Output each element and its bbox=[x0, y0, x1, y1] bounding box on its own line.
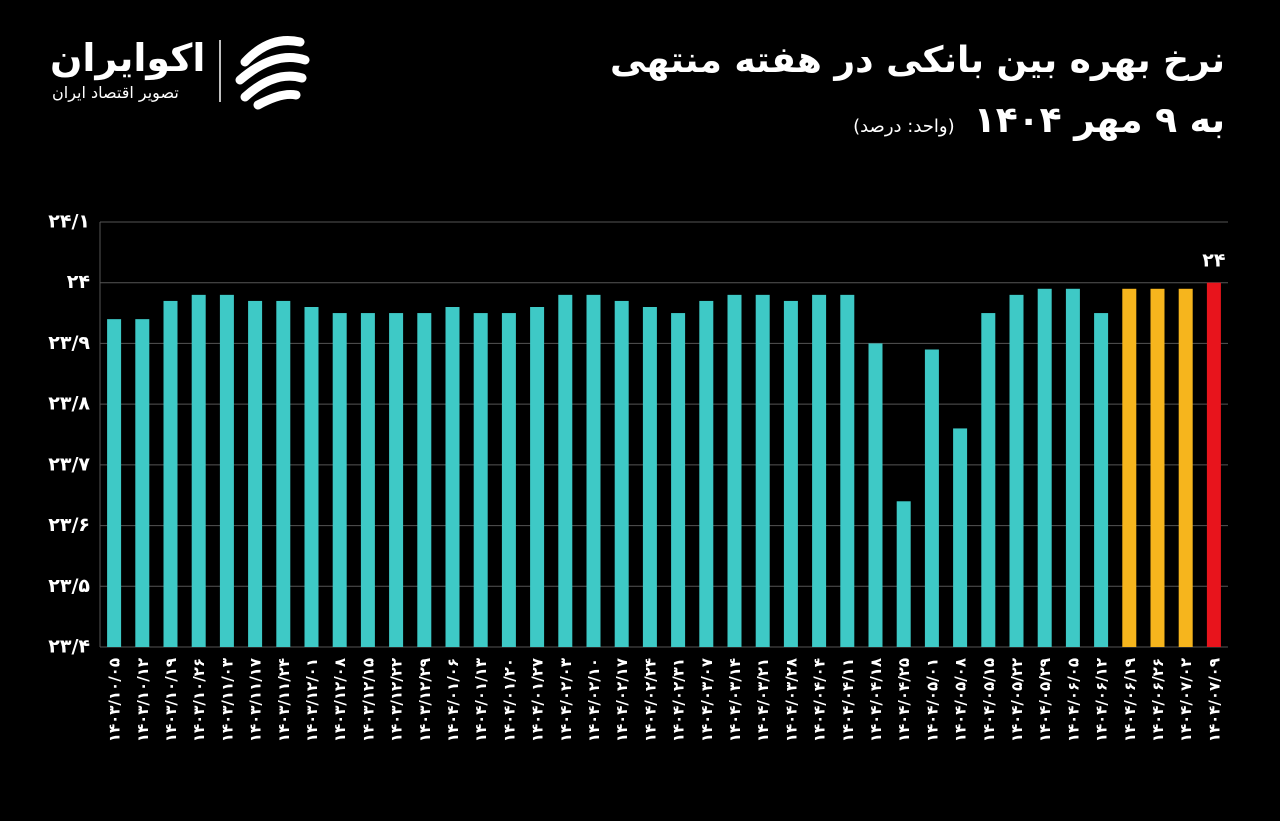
y-tick-label: ۲۳/۸ bbox=[48, 393, 90, 415]
bar bbox=[276, 300, 291, 647]
bar bbox=[868, 343, 883, 647]
x-tick-label: ۱۴۰۴/۰۲/۳۱ bbox=[670, 658, 688, 742]
y-tick-label: ۲۴ bbox=[67, 271, 90, 293]
x-tick-label: ۱۴۰۳/۱۱/۱۷ bbox=[247, 658, 265, 742]
x-tick-label: ۱۴۰۴/۰۳/۰۷ bbox=[698, 658, 716, 742]
bar bbox=[501, 313, 516, 647]
x-tick-label: ۱۴۰۴/۰۵/۲۲ bbox=[1008, 658, 1026, 742]
x-tick-label: ۱۴۰۴/۰۶/۲۶ bbox=[1149, 658, 1167, 742]
x-tick-label: ۱۴۰۴/۰۶/۰۵ bbox=[1064, 658, 1082, 742]
bar bbox=[614, 300, 629, 647]
x-tick-label: ۱۴۰۴/۰۱/۲۰ bbox=[500, 658, 518, 742]
bar bbox=[191, 294, 206, 647]
x-tick-label: ۱۴۰۳/۱۱/۲۴ bbox=[275, 658, 293, 742]
bar bbox=[332, 313, 347, 647]
brand-tagline: تصویر اقتصاد ایران bbox=[52, 83, 179, 102]
x-tick-label: ۱۴۰۳/۱۰/۰۵ bbox=[106, 658, 124, 742]
x-tick-label: ۱۴۰۴/۰۲/۱۰ bbox=[585, 658, 603, 742]
value-label: ۲۴ bbox=[1202, 250, 1225, 272]
x-tick-label: ۱۴۰۴/۰۱/۲۷ bbox=[529, 658, 547, 742]
x-tick-label: ۱۴۰۴/۰۳/۲۸ bbox=[782, 658, 800, 742]
bar bbox=[417, 313, 432, 647]
bar bbox=[445, 307, 460, 647]
bar bbox=[586, 294, 601, 647]
bar bbox=[783, 300, 798, 647]
bar bbox=[840, 294, 855, 647]
bar bbox=[530, 307, 545, 647]
x-tick-label: ۱۴۰۴/۰۶/۱۲ bbox=[1093, 658, 1111, 742]
y-tick-label: ۲۳/۶ bbox=[48, 514, 90, 536]
x-tick-label: ۱۴۰۳/۱۰/۱۲ bbox=[134, 658, 152, 742]
x-tick-label: ۱۴۰۴/۰۷/۰۲ bbox=[1177, 658, 1195, 742]
bar bbox=[248, 300, 263, 647]
x-tick-label: ۱۴۰۴/۰۱/۱۳ bbox=[472, 658, 490, 742]
unit-note: (واحد: درصد) bbox=[853, 116, 955, 137]
bar bbox=[727, 294, 742, 647]
x-tick-label: ۱۴۰۴/۰۱/۰۶ bbox=[444, 658, 462, 742]
x-tick-label: ۱۴۰۴/۰۵/۰۸ bbox=[952, 658, 970, 742]
bar bbox=[953, 428, 968, 647]
x-tick-label: ۱۴۰۴/۰۴/۲۵ bbox=[895, 658, 913, 742]
bar bbox=[219, 294, 234, 647]
bar bbox=[135, 319, 150, 647]
y-tick-label: ۲۳/۴ bbox=[48, 636, 90, 658]
bar bbox=[389, 313, 404, 647]
x-tick-label: ۱۴۰۴/۰۶/۱۹ bbox=[1121, 658, 1139, 742]
x-tick-label: ۱۴۰۳/۱۱/۰۳ bbox=[218, 658, 236, 742]
x-tick-label: ۱۴۰۴/۰۴/۰۴ bbox=[811, 658, 829, 742]
x-tick-label: ۱۴۰۴/۰۳/۱۴ bbox=[726, 658, 744, 742]
bar bbox=[755, 294, 770, 647]
x-tick-label: ۱۴۰۴/۰۳/۲۱ bbox=[754, 658, 772, 742]
chart-title: نرخ بهره بین بانکی در هفته منتهی bbox=[610, 40, 1225, 81]
bar bbox=[360, 313, 375, 647]
bar bbox=[1094, 313, 1109, 647]
bar bbox=[1065, 288, 1080, 647]
bar bbox=[163, 300, 178, 647]
x-tick-label: ۱۴۰۴/۰۵/۰۱ bbox=[923, 658, 941, 742]
bar bbox=[671, 313, 686, 647]
y-tick-label: ۲۴/۱ bbox=[48, 211, 90, 233]
bar bbox=[304, 307, 319, 647]
bar bbox=[896, 501, 911, 647]
x-tick-label: ۱۴۰۴/۰۲/۲۴ bbox=[641, 658, 659, 742]
x-tick-label: ۱۴۰۴/۰۴/۱۱ bbox=[839, 658, 857, 742]
x-tick-label: ۱۴۰۴/۰۲/۰۳ bbox=[557, 658, 575, 742]
x-tick-label: ۱۴۰۳/۱۲/۲۲ bbox=[388, 658, 406, 742]
bar bbox=[1009, 294, 1024, 647]
x-tick-label: ۱۴۰۴/۰۵/۱۵ bbox=[980, 658, 998, 742]
bar bbox=[473, 313, 488, 647]
x-tick-label: ۱۴۰۴/۰۵/۲۹ bbox=[1036, 658, 1054, 742]
bar bbox=[1206, 282, 1221, 647]
x-tick-label: ۱۴۰۳/۱۲/۰۱ bbox=[303, 658, 321, 742]
bar bbox=[1122, 288, 1137, 647]
bar bbox=[699, 300, 714, 647]
bar bbox=[107, 319, 122, 647]
subtitle-row: به ۹ مهر ۱۴۰۴ (واحد: درصد) bbox=[853, 100, 1225, 141]
y-tick-label: ۲۳/۵ bbox=[48, 575, 90, 597]
x-tick-label: ۱۴۰۳/۱۲/۰۸ bbox=[331, 658, 349, 742]
y-tick-label: ۲۳/۹ bbox=[48, 332, 90, 354]
bar bbox=[558, 294, 573, 647]
logo-icon bbox=[235, 36, 310, 110]
x-tick-label: ۱۴۰۴/۰۲/۱۷ bbox=[613, 658, 631, 742]
x-tick-label: ۱۴۰۳/۱۲/۲۹ bbox=[416, 658, 434, 742]
bar bbox=[1178, 288, 1193, 647]
bar bbox=[1037, 288, 1052, 647]
x-tick-label: ۱۴۰۳/۱۲/۱۵ bbox=[359, 658, 377, 742]
x-tick-label: ۱۴۰۴/۰۴/۱۸ bbox=[867, 658, 885, 742]
x-tick-label: ۱۴۰۴/۰۷/۰۹ bbox=[1205, 658, 1223, 742]
chart-subtitle: به ۹ مهر ۱۴۰۴ bbox=[973, 100, 1225, 141]
bar bbox=[981, 313, 996, 647]
brand-name: اکوایران bbox=[50, 36, 206, 80]
x-tick-label: ۱۴۰۳/۱۰/۲۶ bbox=[190, 658, 208, 742]
bar bbox=[812, 294, 827, 647]
bar bbox=[924, 349, 939, 647]
y-tick-label: ۲۳/۷ bbox=[48, 453, 90, 475]
bar bbox=[642, 307, 657, 647]
bar bbox=[1150, 288, 1165, 647]
x-tick-label: ۱۴۰۳/۱۰/۱۹ bbox=[162, 658, 180, 742]
